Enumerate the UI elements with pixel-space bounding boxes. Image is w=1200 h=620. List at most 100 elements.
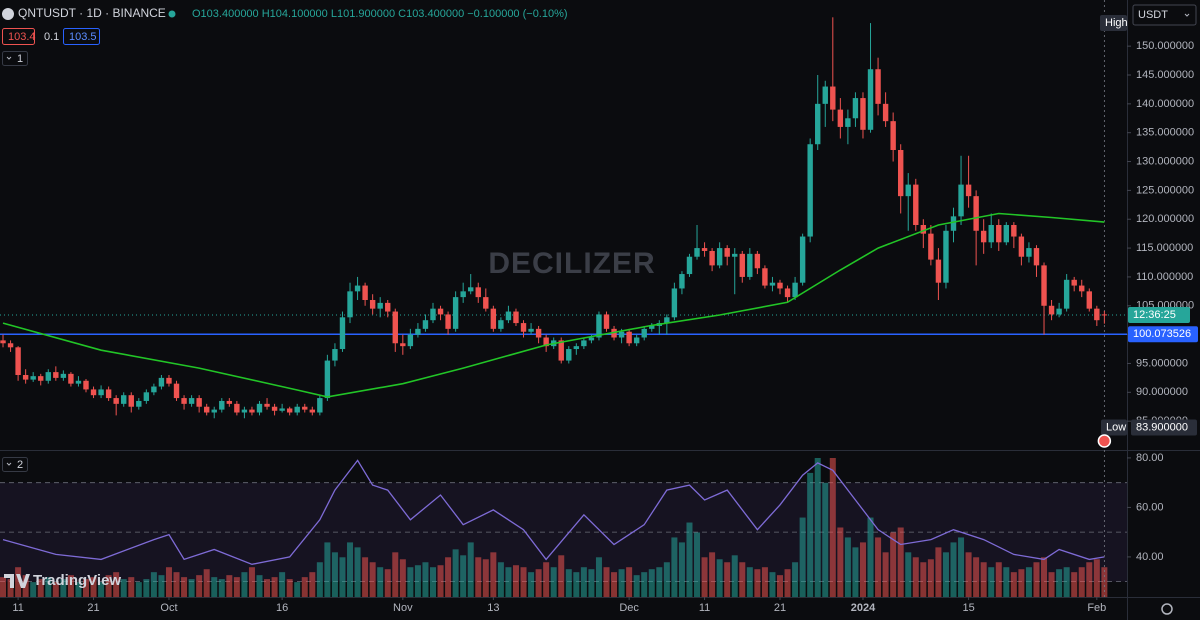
volume-bar	[414, 565, 421, 597]
volume-bar	[347, 542, 354, 597]
settings-button[interactable]	[1161, 603, 1173, 615]
volume-bar	[995, 562, 1002, 597]
candle-body	[815, 103, 821, 145]
candle-body	[566, 349, 572, 361]
candle-body	[664, 317, 670, 324]
volume-bar	[105, 575, 112, 597]
volume-bar	[724, 562, 731, 597]
volume-bar	[7, 579, 14, 597]
volume-bar	[958, 537, 965, 597]
candle-body	[113, 398, 119, 404]
candle-body	[181, 398, 187, 404]
candle-body	[83, 380, 89, 390]
candle-body	[249, 409, 255, 413]
candle-body	[649, 325, 655, 329]
volume-bar	[37, 579, 44, 597]
volume-bar	[150, 572, 157, 597]
volume-bar	[120, 579, 127, 597]
symbol-icon	[2, 8, 14, 20]
volume-bar	[354, 547, 361, 597]
volume-bar	[233, 577, 240, 597]
event-flag	[1097, 434, 1112, 448]
candle-body	[799, 236, 806, 283]
candle-body	[724, 248, 730, 257]
pane1-toggle[interactable]	[2, 51, 28, 66]
x-tick-label: 21	[87, 602, 99, 614]
y-tick-label: 130.000000	[1136, 155, 1194, 167]
candle-body	[407, 334, 414, 347]
y-tick-label: 120.000000	[1136, 213, 1194, 225]
y-tick-label: 150.000000	[1136, 40, 1194, 52]
candle-body	[339, 317, 346, 350]
volume-bar	[543, 562, 550, 597]
y-tick-label: 90.000000	[1136, 386, 1188, 398]
y-tick-label: 135.000000	[1136, 127, 1194, 139]
volume-bar	[663, 562, 670, 597]
candle-body	[226, 400, 233, 404]
sell-button[interactable]	[2, 28, 35, 45]
brand-logo	[4, 574, 30, 588]
volume-bar	[60, 579, 67, 597]
x-tick-label: 13	[487, 602, 499, 614]
volume-bar	[1018, 569, 1025, 597]
candle-body	[1041, 265, 1047, 306]
volume-bar	[1063, 567, 1070, 597]
volume-bar	[339, 557, 346, 597]
y-tick-label: 110.000000	[1136, 271, 1193, 283]
volume-bar	[497, 562, 504, 597]
x-tick-label: 16	[276, 602, 288, 614]
candle-body	[1086, 291, 1092, 309]
volume-bar	[286, 579, 293, 597]
pane2-toggle[interactable]	[2, 457, 28, 472]
volume-bar	[467, 542, 474, 597]
volume-bar	[211, 577, 218, 597]
volume-bar	[822, 482, 829, 597]
candle-body	[385, 302, 391, 312]
volume-bar	[776, 575, 783, 597]
volume-bar	[113, 572, 120, 597]
volume-bar	[648, 569, 655, 597]
volume-bar	[1048, 572, 1055, 597]
candle-body	[581, 340, 587, 347]
volume-bar	[505, 567, 512, 597]
volume-bar	[565, 569, 572, 597]
volume-bar	[324, 542, 331, 597]
candle-body	[573, 346, 580, 350]
x-tick-label: Nov	[393, 602, 413, 614]
volume-bar	[460, 555, 467, 597]
candle-body	[38, 376, 44, 381]
candle-body	[317, 398, 323, 413]
volume-bar	[82, 579, 89, 597]
volume-bar	[678, 542, 685, 597]
currency-select[interactable]	[1132, 4, 1197, 26]
x-tick-label: 11	[12, 602, 23, 614]
buy-button[interactable]	[63, 28, 100, 45]
y-tick-label: 115.000000	[1136, 242, 1193, 254]
volume-bar	[226, 575, 233, 597]
volume-bar	[188, 579, 195, 597]
volume-bar	[792, 562, 799, 597]
volume-bar	[98, 582, 105, 597]
rsi-tick-label: 80.00	[1136, 452, 1164, 464]
candle-body	[943, 230, 949, 283]
candle-body	[173, 383, 180, 399]
volume-bar	[935, 547, 942, 597]
volume-bar	[588, 569, 595, 597]
volume-bar	[75, 582, 82, 597]
candle-body	[302, 406, 308, 410]
candle-body	[950, 216, 957, 231]
currency-label: USDT	[1138, 9, 1168, 21]
candle-body	[830, 86, 836, 110]
back-layer: DECILIZER	[488, 247, 654, 280]
candle-body	[845, 118, 851, 127]
candle-body	[1018, 236, 1025, 257]
volume-bar	[0, 577, 7, 597]
candle-body	[513, 311, 519, 324]
candle-body	[694, 248, 700, 257]
volume-bar	[897, 527, 904, 597]
y-tick-label: 125.000000	[1136, 184, 1194, 196]
volume-bar	[980, 562, 987, 597]
volume-bar	[535, 569, 542, 597]
candle-body	[1094, 308, 1100, 321]
